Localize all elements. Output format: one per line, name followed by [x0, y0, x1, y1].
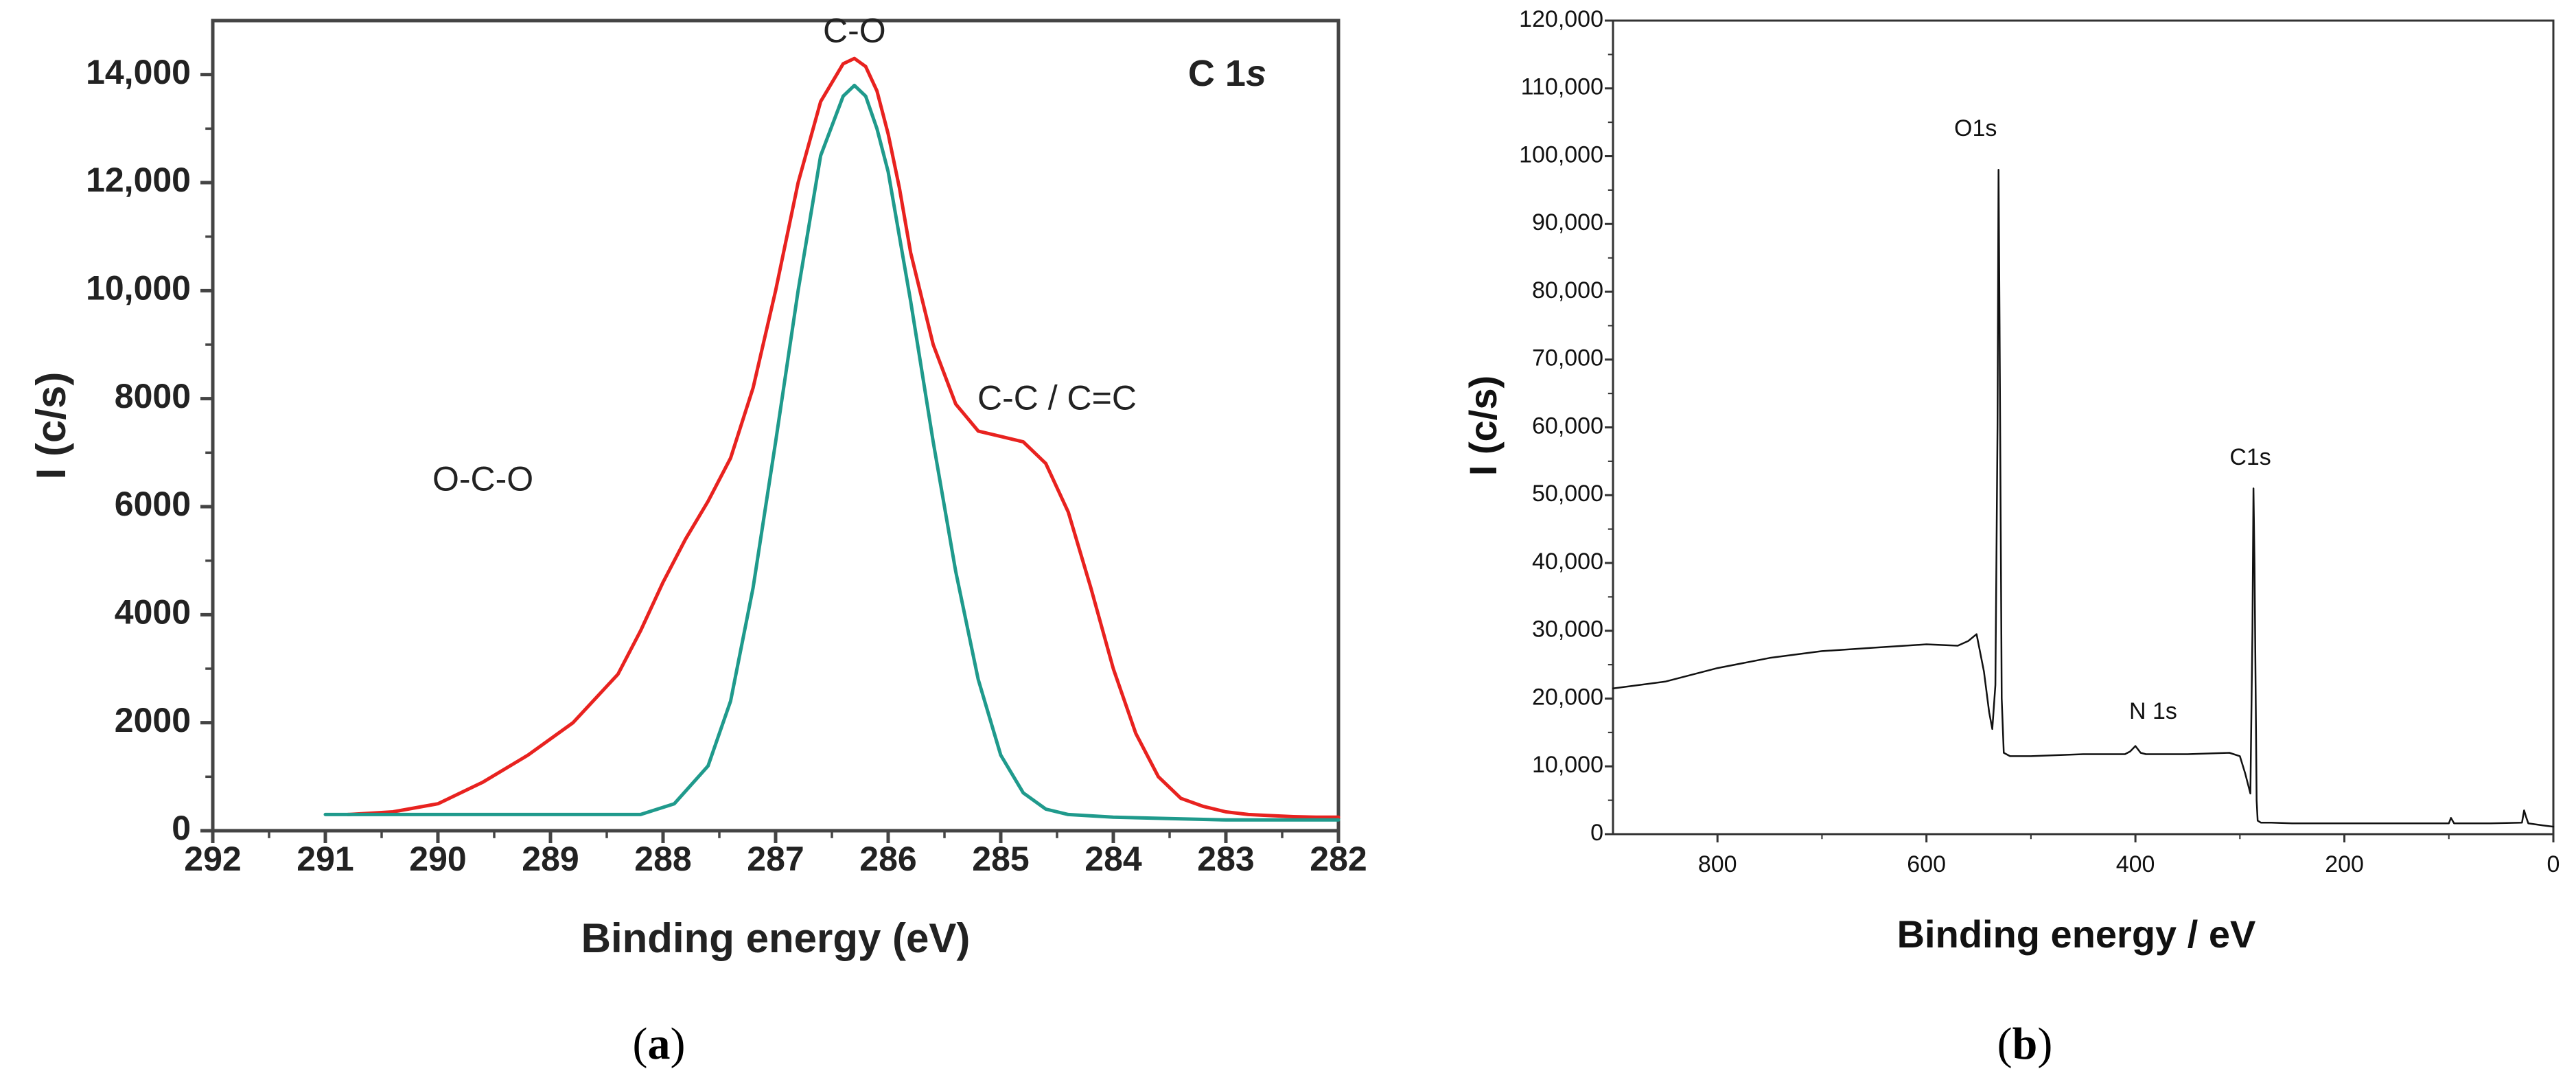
panel-a-y-tick-label: 10,000: [86, 269, 191, 308]
panel-b-y-ticks: 0 10,000 20,000 30,000 40,000 50,000 60,000 70,…: [1519, 6, 1613, 846]
panel-b-chart: 800 600 400 200 0 0 10,000 20,000 30,000 40,000 5…: [1461, 6, 2560, 1069]
panel-b-x-tick-label: 0: [2547, 851, 2560, 877]
panel-b-y-tick-label: 0: [1590, 820, 1603, 846]
panel-b-annotation-c1s: C1s: [2229, 444, 2271, 470]
panel-a-y-tick-label: 12,000: [86, 161, 191, 199]
panel-a-y-tick-label: 14,000: [86, 53, 191, 91]
panel-b-y-tick-label: 60,000: [1532, 413, 1603, 439]
panel-a-series-c-o-component: [323, 83, 1341, 822]
panel-a-x-tick-label: 288: [634, 840, 691, 878]
panel-a-corner-label-main: C 1: [1188, 53, 1246, 94]
panel-a-x-tick-label: 286: [859, 840, 916, 878]
panel-a-annotation-c-o: C-O: [823, 11, 886, 49]
panel-b-label-open: (: [1997, 1019, 2012, 1069]
panel-b-y-tick-label: 70,000: [1532, 345, 1603, 371]
panel-b-y-tick-label: 80,000: [1532, 277, 1603, 303]
panel-a-x-tick-label: 290: [409, 840, 466, 878]
panel-b-x-ticks: 800 600 400 200 0: [1698, 834, 2560, 877]
panel-b-y-tick-label: 30,000: [1532, 617, 1603, 643]
panel-b-annotation-o1s: O1s: [1954, 115, 1997, 141]
panel-a-x-tick-label: 282: [1310, 840, 1367, 878]
panel-a-corner-label-sub: s: [1246, 53, 1266, 94]
panel-a-y-tick-label: 0: [172, 809, 191, 847]
panel-a-x-tick-label: 284: [1084, 840, 1142, 878]
panel-a-x-tick-label: 285: [972, 840, 1029, 878]
panel-a-y-tick-label: 6000: [115, 485, 191, 523]
panel-a-label: (a): [633, 1019, 686, 1069]
panel-b-y-tick-label: 90,000: [1532, 209, 1603, 235]
panel-b-x-tick-label: 400: [2116, 851, 2155, 877]
panel-a-series-envelope: [346, 56, 1341, 819]
panel-a-label-close: ): [671, 1019, 686, 1069]
panel-b-label-letter: b: [2012, 1019, 2038, 1069]
panel-b-annotation-n-1s: N 1s: [2129, 698, 2177, 724]
panel-a-label-letter: a: [648, 1019, 671, 1069]
panel-a-x-ticks: 292 291 290 289 288 287 286 285 284 283 282: [184, 831, 1367, 878]
panel-a-x-axis-title: Binding energy (eV): [581, 915, 971, 961]
panel-a-label-open: (: [633, 1019, 648, 1069]
panel-b-y-tick-label: 100,000: [1519, 141, 1603, 168]
panel-b-series-survey: [1612, 169, 2555, 828]
panel-b-y-axis-title: I (c/s): [1461, 376, 1505, 476]
panel-b-label-close: ): [2037, 1019, 2052, 1069]
panel-a-x-tick-label: 283: [1197, 840, 1254, 878]
panel-b-y-tick-label: 40,000: [1532, 549, 1603, 575]
panel-b-annotations: O1s C1s N 1s: [1954, 115, 2271, 724]
panel-a-y-tick-label: 4000: [115, 593, 191, 632]
panel-a-annotations: C-O O-C-O C-C / C=C: [432, 11, 1137, 498]
panel-b-y-tick-label: 20,000: [1532, 684, 1603, 710]
panel-a-y-tick-label: 8000: [115, 377, 191, 415]
panel-b-series: [1612, 169, 2555, 828]
panel-b-x-tick-label: 200: [2325, 851, 2364, 877]
panel-b-y-tick-label: 120,000: [1519, 6, 1603, 32]
panel-a-annotation-o-c-o: O-C-O: [432, 459, 533, 498]
panel-a-series: [323, 56, 1341, 822]
panel-b-x-tick-label: 600: [1907, 851, 1946, 877]
panel-a-x-tick-label: 287: [747, 840, 804, 878]
panel-b-x-axis-title: Binding energy / eV: [1897, 912, 2256, 956]
panel-a-x-tick-label: 292: [184, 840, 241, 878]
panel-a-x-tick-label: 291: [297, 840, 353, 878]
panel-b-y-tick-label: 10,000: [1532, 752, 1603, 778]
panel-a-annotation-c-c-c-c: C-C / C=C: [977, 378, 1137, 417]
panel-a-corner-label: C 1s: [1188, 53, 1266, 94]
panel-b-y-tick-label: 110,000: [1521, 74, 1603, 100]
panel-b-label: (b): [1997, 1019, 2053, 1069]
panel-a-x-tick-label: 289: [522, 840, 579, 878]
panel-a-y-ticks: 0 2000 4000 6000 8000 10,000 12,000 14,000: [86, 53, 213, 847]
panel-a-y-tick-label: 2000: [115, 701, 191, 739]
panel-b-y-tick-label: 50,000: [1532, 481, 1603, 507]
panel-a-y-axis-title: I (c/s): [28, 372, 74, 480]
panel-b-x-tick-label: 800: [1698, 851, 1737, 877]
panel-a-chart: 292 291 290 289 288 287 286 285 284 283 282 0 2000 4…: [28, 11, 1367, 1069]
